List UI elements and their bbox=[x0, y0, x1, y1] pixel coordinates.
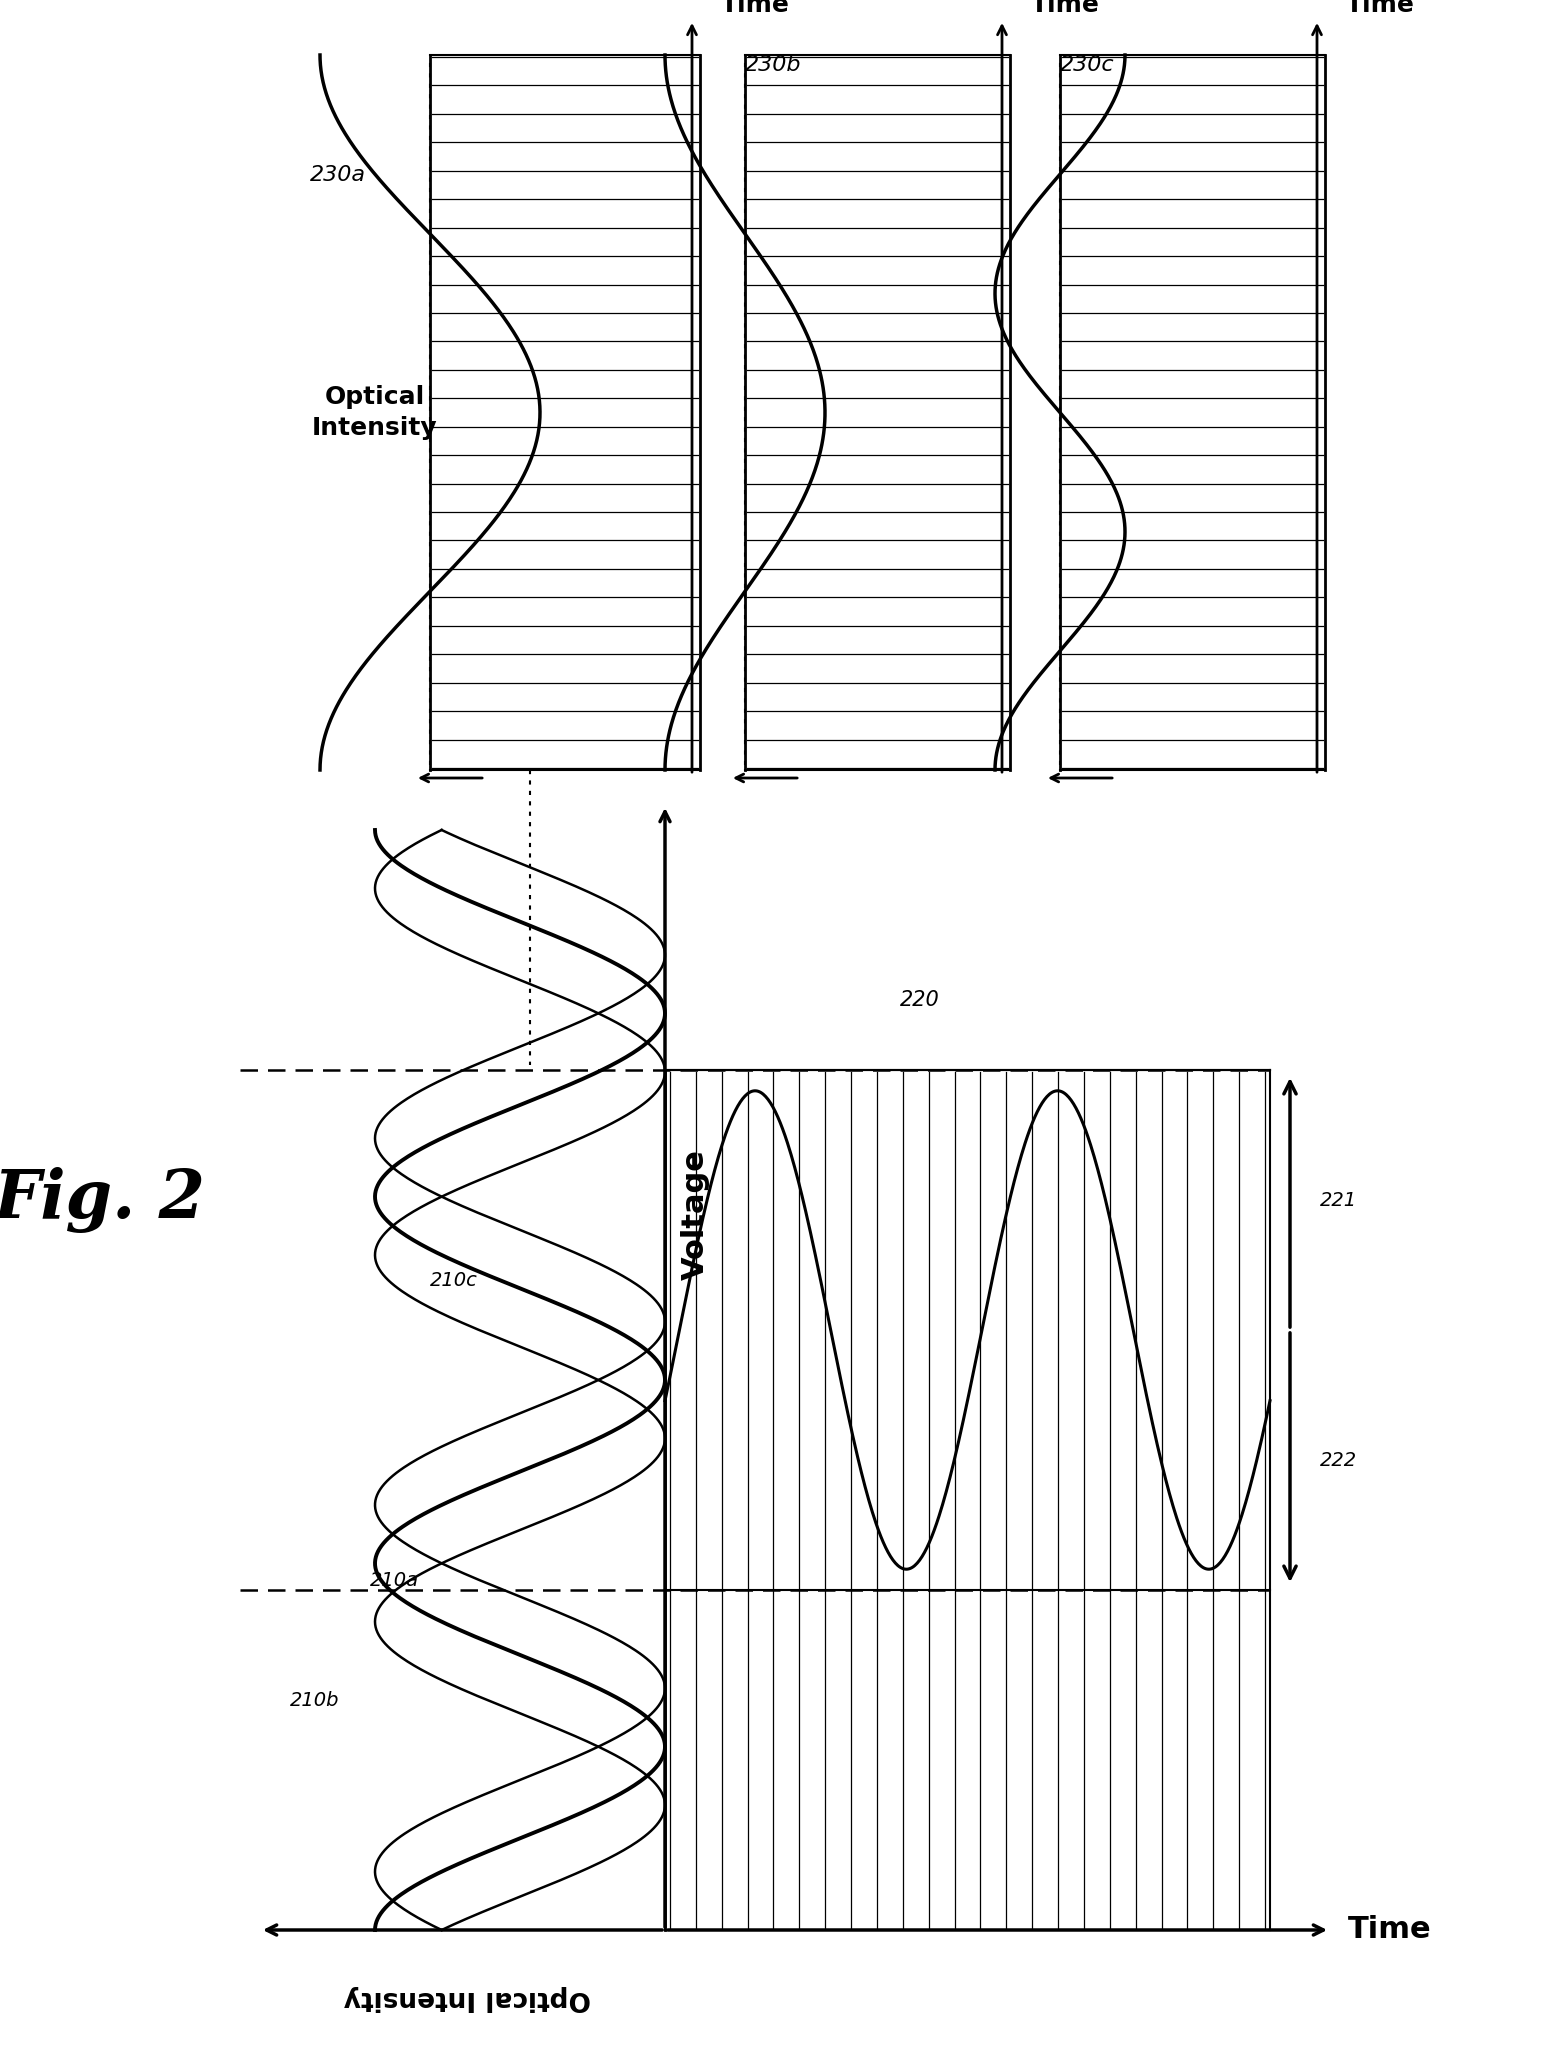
Text: 230c: 230c bbox=[1059, 56, 1114, 74]
Text: 222: 222 bbox=[1320, 1450, 1357, 1470]
Text: Time: Time bbox=[1348, 1916, 1432, 1944]
Text: Time: Time bbox=[720, 0, 790, 16]
Text: 210a: 210a bbox=[369, 1571, 419, 1590]
Text: Optical Intensity: Optical Intensity bbox=[344, 1986, 590, 2010]
Text: Voltage: Voltage bbox=[681, 1149, 709, 1281]
Text: 220: 220 bbox=[901, 990, 939, 1010]
Text: 210b: 210b bbox=[290, 1691, 340, 1709]
Text: Time: Time bbox=[1346, 0, 1415, 16]
Text: Time: Time bbox=[1030, 0, 1100, 16]
Text: Optical
Intensity: Optical Intensity bbox=[312, 386, 438, 441]
Text: 210c: 210c bbox=[430, 1270, 478, 1289]
Text: Fig. 2: Fig. 2 bbox=[0, 1167, 206, 1233]
Text: 221: 221 bbox=[1320, 1190, 1357, 1210]
Text: 230a: 230a bbox=[310, 165, 366, 186]
Text: 230b: 230b bbox=[745, 56, 801, 74]
